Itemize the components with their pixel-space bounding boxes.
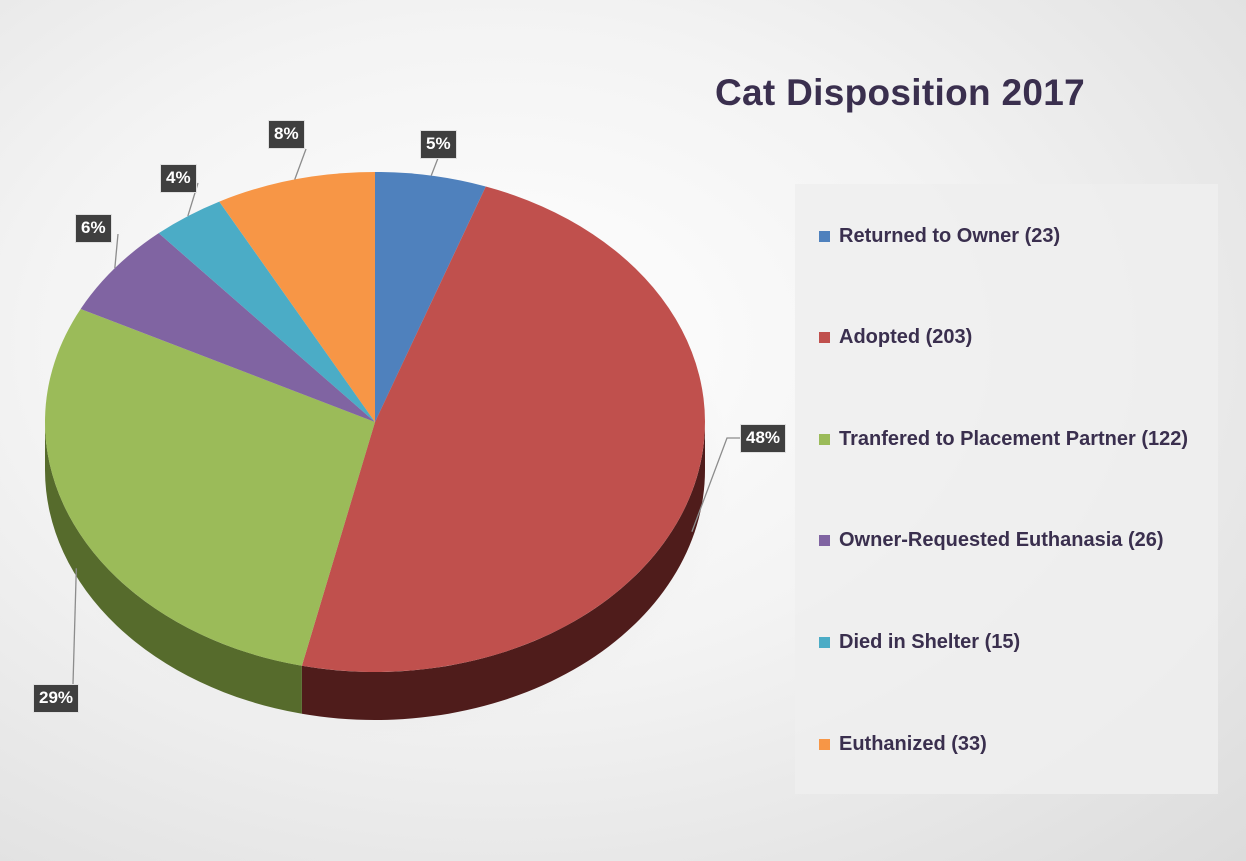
legend-label: Died in Shelter (15) xyxy=(839,630,1021,653)
legend-swatch xyxy=(819,636,830,648)
legend-swatch xyxy=(819,738,830,750)
data-label-tranfered-to-placement-partner: 29% xyxy=(33,684,80,713)
leader-line-adopted xyxy=(691,437,740,533)
data-label-owner-requested-euthanasia: 6% xyxy=(75,214,112,243)
data-label-euthanized: 8% xyxy=(268,120,305,149)
legend-item-euthanized: Euthanized (33) xyxy=(819,732,987,756)
legend-swatch xyxy=(819,535,830,547)
legend: Returned to Owner (23) Adopted (203) Tranf… xyxy=(795,184,1218,794)
legend-item-returned-to-owner: Returned to Owner (23) xyxy=(819,224,1060,248)
legend-label: Returned to Owner (23) xyxy=(839,224,1061,247)
pie-slice-euthanized xyxy=(219,172,375,422)
legend-swatch xyxy=(819,230,830,242)
legend-label: Owner-Requested Euthanasia (26) xyxy=(839,529,1164,552)
data-label-died-in-shelter: 4% xyxy=(160,164,197,193)
pie-slice-tranfered-to-placement-partner xyxy=(44,309,375,666)
pie-slice-owner-requested-euthanasia xyxy=(80,233,376,422)
chart-title: Cat Disposition 2017 xyxy=(715,72,1085,113)
legend-label: Euthanized (33) xyxy=(839,732,987,755)
legend-item-tranfered-to-placement-partner: Tranfered to Placement Partner (122) xyxy=(819,427,1188,451)
pie-side-adopted xyxy=(301,422,705,721)
legend-swatch xyxy=(819,433,830,445)
pie-slice-adopted xyxy=(301,186,706,673)
leader-line-tranfered-to-placement-partner xyxy=(72,568,77,685)
data-label-adopted: 48% xyxy=(740,424,787,453)
pie-slices xyxy=(44,172,706,673)
pie-sides xyxy=(45,422,705,721)
pie-slice-died-in-shelter xyxy=(158,201,375,422)
legend-item-owner-requested-euthanasia: Owner-Requested Euthanasia (26) xyxy=(819,529,1164,553)
pie-slice-returned-to-owner xyxy=(375,172,486,422)
data-label-returned-to-owner: 5% xyxy=(420,130,457,159)
legend-label: Adopted (203) xyxy=(839,326,973,349)
legend-item-died-in-shelter: Died in Shelter (15) xyxy=(819,630,1020,654)
leader-line-euthanized xyxy=(294,148,307,180)
pie-side-tranfered-to-placement-partner xyxy=(45,422,302,714)
leader-line-owner-requested-euthanasia xyxy=(114,233,119,269)
legend-item-adopted: Adopted (203) xyxy=(819,326,972,350)
legend-swatch xyxy=(819,332,830,344)
legend-label: Tranfered to Placement Partner (122) xyxy=(839,427,1189,450)
